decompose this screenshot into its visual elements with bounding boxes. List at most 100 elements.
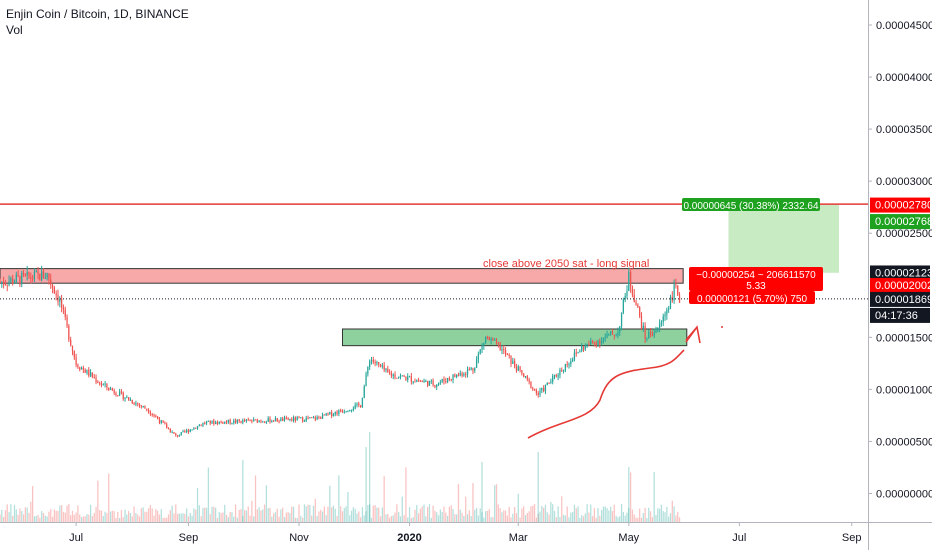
- candle-body: [649, 331, 652, 335]
- arrow-curve: [527, 349, 685, 439]
- candle-body: [646, 338, 648, 340]
- volume-bar: [600, 510, 603, 522]
- candle-body: [327, 413, 329, 415]
- volume-bar: [309, 504, 311, 522]
- candle: [629, 270, 632, 293]
- candle-body: [533, 388, 536, 390]
- candle-body: [82, 367, 84, 370]
- candle: [468, 367, 470, 371]
- volume-bar: [332, 505, 335, 522]
- volume-bar: [300, 515, 302, 522]
- candle: [570, 358, 572, 368]
- volume-bar: [245, 510, 248, 522]
- time-tick-label: Mar: [509, 532, 528, 544]
- candle-body: [374, 361, 376, 364]
- candle: [392, 373, 394, 380]
- candle-body: [396, 377, 398, 379]
- candle: [421, 380, 423, 383]
- candle-body: [385, 368, 387, 371]
- candle-body: [512, 360, 514, 364]
- candle: [323, 414, 326, 416]
- candle-body: [606, 334, 608, 337]
- candle: [175, 432, 177, 437]
- candle-body: [410, 376, 412, 382]
- volume-spike: [481, 462, 483, 522]
- loss-label-text: 5.33: [746, 281, 766, 292]
- candle: [218, 421, 220, 425]
- candle: [86, 369, 88, 375]
- volume-bar: [296, 517, 298, 522]
- candle-body: [628, 271, 630, 291]
- volume-bar: [157, 510, 159, 522]
- candle-body: [108, 387, 110, 390]
- candle-body: [44, 277, 46, 279]
- candle: [452, 374, 454, 384]
- candle-body: [229, 419, 231, 424]
- candle: [291, 417, 293, 422]
- candle: [651, 330, 653, 337]
- volume-bar: [327, 506, 329, 522]
- candle: [171, 430, 173, 434]
- volume-bar: [247, 506, 249, 522]
- candle-body: [175, 433, 177, 436]
- candle-body: [213, 420, 215, 424]
- candle-body: [506, 354, 509, 356]
- candle-body: [215, 422, 217, 424]
- candle: [108, 387, 110, 391]
- candle-body: [568, 364, 570, 366]
- candle-body: [611, 331, 614, 335]
- candle-body: [542, 387, 545, 392]
- candle-body: [668, 308, 670, 310]
- volume-bar: [147, 508, 150, 522]
- candle-body: [171, 432, 173, 434]
- volume-bar: [503, 510, 505, 522]
- candle: [390, 370, 393, 379]
- volume-bar: [419, 508, 422, 522]
- candle-body: [35, 271, 37, 273]
- price-tick-label: 0.00003000: [876, 176, 932, 188]
- candle-body: [276, 418, 278, 422]
- candle: [24, 273, 27, 277]
- volume-bar: [269, 507, 271, 522]
- volume-label[interactable]: Vol: [6, 23, 23, 37]
- candle-body: [399, 375, 402, 378]
- volume-bar: [463, 515, 465, 522]
- candle: [564, 363, 567, 373]
- candle: [399, 373, 402, 380]
- volume-bar: [445, 512, 447, 522]
- volume-bar: [396, 504, 398, 522]
- candle: [631, 285, 634, 298]
- volume-bar: [162, 517, 164, 522]
- candle-body: [546, 383, 548, 385]
- candle: [633, 289, 635, 303]
- volume-bar: [88, 514, 90, 522]
- symbol-title[interactable]: Enjin Coin / Bitcoin, 1D, BINANCE: [6, 7, 189, 21]
- candle: [314, 415, 316, 422]
- time-tick-label: Sep: [842, 532, 862, 544]
- price-tick-label: 0.00001500: [876, 332, 932, 344]
- candle: [187, 428, 190, 434]
- candle: [434, 384, 436, 389]
- candle: [343, 409, 345, 414]
- candle: [73, 350, 75, 361]
- candle-body: [535, 389, 538, 393]
- candle: [84, 368, 86, 373]
- volume-bar: [673, 506, 675, 522]
- candle-body: [102, 384, 104, 386]
- candle: [307, 415, 309, 420]
- candle: [532, 386, 534, 392]
- volume-bar: [486, 510, 489, 522]
- candle: [439, 379, 441, 385]
- volume-bar: [599, 515, 601, 522]
- candle-body: [289, 419, 291, 421]
- candle: [497, 341, 499, 348]
- candle-body: [193, 427, 195, 430]
- candle-body: [651, 334, 653, 336]
- candle-body: [401, 375, 403, 377]
- candle: [370, 356, 373, 365]
- candle-body: [303, 420, 306, 422]
- candle: [350, 409, 353, 413]
- candle-body: [644, 325, 646, 339]
